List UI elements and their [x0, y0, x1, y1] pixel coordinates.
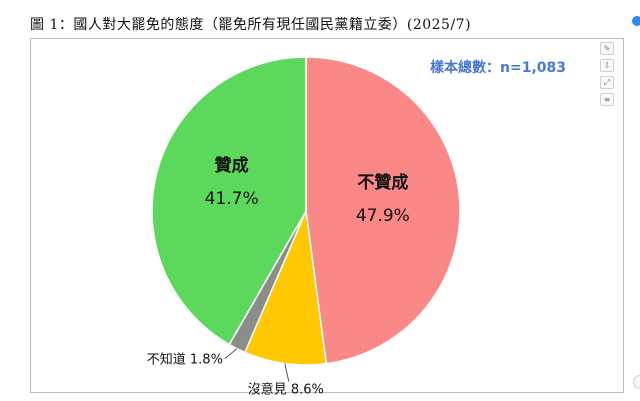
chart-title: 圖 1：國人對大罷免的態度（罷免所有現任國民黨籍立委）(2025/7): [30, 17, 472, 33]
slice-label-1: 沒意見 8.6%: [248, 382, 324, 398]
slice-label-0: 不贊成: [357, 172, 408, 193]
slice-label-3: 贊成: [215, 155, 249, 176]
pie-slice-0[interactable]: [305, 56, 461, 365]
pie-slice-1[interactable]: [243, 208, 328, 366]
slice-value-3: 41.7%: [205, 189, 259, 209]
menu-icon[interactable]: ≡: [600, 93, 614, 106]
scroll-indicator-icon: [632, 16, 640, 26]
chart-toolbar: ✎ ⇩ ⤢ ≡: [600, 42, 614, 110]
slice-value-0: 47.9%: [356, 206, 410, 226]
edit-icon[interactable]: ✎: [600, 42, 614, 55]
sample-size-label: 樣本總數：n=1,083: [430, 60, 566, 76]
leader-line-1: [284, 363, 290, 382]
slice-label-2: 不知道 1.8%: [147, 352, 223, 368]
scroll-handle-icon[interactable]: [633, 375, 640, 389]
expand-icon[interactable]: ⤢: [600, 76, 614, 89]
pie-slice-3[interactable]: [151, 56, 307, 346]
download-icon[interactable]: ⇩: [600, 59, 614, 72]
leader-line-2: [224, 348, 238, 360]
